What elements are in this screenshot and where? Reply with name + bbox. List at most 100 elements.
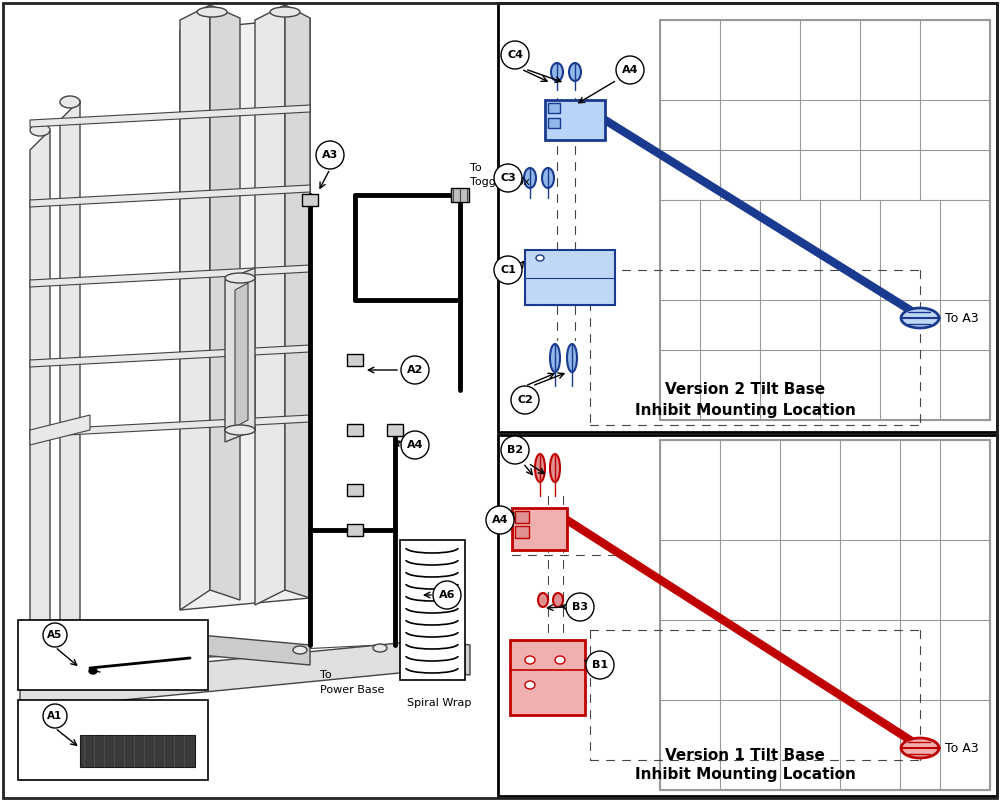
Bar: [347, 524, 363, 536]
Ellipse shape: [901, 308, 939, 328]
Bar: [512, 508, 567, 550]
Circle shape: [401, 431, 429, 459]
Ellipse shape: [89, 668, 97, 674]
Polygon shape: [180, 5, 210, 610]
Polygon shape: [60, 100, 80, 690]
Ellipse shape: [373, 644, 387, 652]
Circle shape: [511, 386, 539, 414]
Text: Version 2 Tilt Base: Version 2 Tilt Base: [665, 383, 825, 397]
Text: To: To: [320, 670, 332, 680]
Circle shape: [401, 356, 429, 384]
Text: A4: A4: [622, 65, 638, 75]
Ellipse shape: [542, 168, 554, 188]
Polygon shape: [430, 640, 470, 675]
Text: A6: A6: [439, 590, 455, 600]
Text: Inhibit Mounting Location: Inhibit Mounting Location: [635, 767, 855, 783]
Circle shape: [566, 593, 594, 621]
Text: Toggle Box: Toggle Box: [470, 177, 530, 187]
Bar: [347, 354, 363, 366]
Bar: [498, 3, 997, 432]
Ellipse shape: [901, 738, 939, 758]
Text: C1: C1: [500, 265, 516, 275]
Circle shape: [501, 436, 529, 464]
Text: A3: A3: [322, 150, 338, 160]
Bar: [545, 100, 605, 140]
Bar: [510, 640, 585, 715]
Ellipse shape: [536, 255, 544, 261]
Circle shape: [433, 581, 461, 609]
Bar: [387, 424, 403, 436]
Text: Inhibit Mounting Location: Inhibit Mounting Location: [635, 402, 855, 417]
Circle shape: [316, 141, 344, 169]
Ellipse shape: [555, 656, 565, 664]
Ellipse shape: [525, 681, 535, 689]
Polygon shape: [285, 5, 310, 598]
Text: To A3: To A3: [945, 312, 979, 324]
Ellipse shape: [525, 656, 535, 664]
Polygon shape: [30, 185, 310, 207]
Circle shape: [43, 623, 67, 647]
Text: C3: C3: [500, 173, 516, 183]
Circle shape: [501, 41, 529, 69]
Ellipse shape: [569, 63, 581, 81]
Ellipse shape: [193, 651, 207, 659]
Ellipse shape: [197, 7, 227, 17]
Bar: [347, 424, 363, 436]
Polygon shape: [200, 635, 310, 665]
Circle shape: [486, 506, 514, 534]
Polygon shape: [180, 18, 310, 610]
Text: C4: C4: [507, 50, 523, 60]
Polygon shape: [210, 5, 240, 600]
Polygon shape: [30, 105, 310, 127]
Bar: [347, 484, 363, 496]
Polygon shape: [255, 5, 285, 605]
Ellipse shape: [270, 7, 300, 17]
Bar: [548, 118, 560, 128]
Text: B1: B1: [592, 660, 608, 670]
Polygon shape: [235, 283, 248, 427]
Circle shape: [586, 651, 614, 679]
Ellipse shape: [567, 344, 577, 372]
Polygon shape: [30, 130, 50, 700]
Text: A5: A5: [47, 630, 63, 640]
Ellipse shape: [550, 344, 560, 372]
Circle shape: [43, 704, 67, 728]
Bar: [498, 435, 997, 796]
Polygon shape: [30, 265, 310, 287]
Polygon shape: [30, 415, 90, 445]
Ellipse shape: [293, 646, 307, 654]
Ellipse shape: [30, 124, 50, 136]
Circle shape: [616, 56, 644, 84]
Bar: [515, 511, 529, 523]
Ellipse shape: [524, 168, 536, 188]
Text: A4: A4: [492, 515, 508, 525]
Bar: [451, 188, 469, 202]
Polygon shape: [225, 268, 255, 442]
Bar: [18, 700, 208, 780]
Bar: [548, 103, 560, 113]
Text: A1: A1: [47, 711, 63, 721]
Text: A2: A2: [407, 365, 423, 375]
Ellipse shape: [113, 656, 127, 664]
Polygon shape: [20, 640, 430, 710]
Bar: [525, 250, 615, 305]
Ellipse shape: [553, 593, 563, 607]
Text: B3: B3: [572, 602, 588, 612]
Ellipse shape: [60, 96, 80, 108]
Polygon shape: [30, 415, 310, 437]
Bar: [400, 540, 465, 680]
Text: To A3: To A3: [945, 742, 979, 755]
Text: B2: B2: [507, 445, 523, 455]
Bar: [302, 194, 318, 206]
Ellipse shape: [538, 593, 548, 607]
Polygon shape: [80, 635, 210, 670]
Ellipse shape: [551, 63, 563, 81]
Ellipse shape: [535, 454, 545, 482]
Text: To: To: [470, 163, 482, 173]
Text: Spiral Wrap: Spiral Wrap: [407, 698, 471, 708]
Polygon shape: [30, 345, 310, 367]
Bar: [18, 620, 208, 690]
Text: C2: C2: [517, 395, 533, 405]
Bar: [515, 526, 529, 538]
Text: Power Base: Power Base: [320, 685, 384, 695]
